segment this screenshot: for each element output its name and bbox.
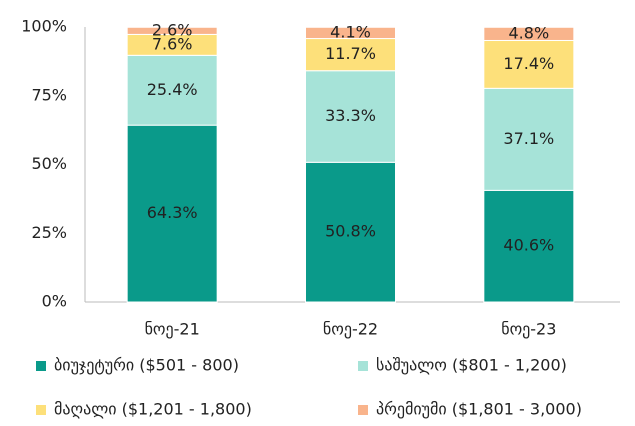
legend-swatch bbox=[36, 405, 46, 415]
bar-segment bbox=[483, 189, 575, 303]
data-label: 4.1% bbox=[330, 22, 371, 41]
data-label: 17.4% bbox=[503, 54, 554, 73]
legend-label: ბიუჯეტური ($501 - 800) bbox=[54, 356, 239, 375]
y-tick-label: 25% bbox=[31, 223, 67, 242]
bar-segment bbox=[305, 161, 396, 303]
bar-segment bbox=[126, 26, 218, 35]
x-tick-label: ნოე-22 bbox=[323, 320, 378, 339]
data-label: 11.7% bbox=[325, 44, 376, 63]
legend-swatch bbox=[36, 361, 46, 371]
x-tick-label: ნოე-23 bbox=[501, 320, 556, 339]
legend-label: საშუალო ($801 - 1,200) bbox=[376, 356, 567, 375]
bar-segment bbox=[305, 26, 396, 40]
data-label: 64.3% bbox=[147, 203, 198, 222]
data-label: 4.8% bbox=[509, 23, 550, 42]
legend-label: მაღალი ($1,201 - 1,800) bbox=[54, 400, 252, 419]
bar-segment bbox=[483, 87, 575, 191]
bar-segment bbox=[305, 38, 396, 72]
data-label: 37.1% bbox=[503, 129, 554, 148]
legend-label: პრემიუმი ($1,801 - 3,000) bbox=[376, 400, 582, 419]
y-tick-label: 0% bbox=[42, 292, 67, 311]
y-tick-label: 100% bbox=[21, 17, 67, 36]
y-tick-label: 50% bbox=[31, 154, 67, 173]
y-tick-label: 75% bbox=[31, 85, 67, 104]
data-label: 40.6% bbox=[503, 236, 554, 255]
bar-segment bbox=[483, 26, 575, 41]
data-label: 7.6% bbox=[152, 34, 193, 53]
bar-segment bbox=[305, 70, 396, 163]
legend-swatch bbox=[358, 361, 368, 371]
data-label: 2.6% bbox=[152, 20, 193, 39]
data-label: 50.8% bbox=[325, 222, 376, 241]
data-label: 33.3% bbox=[325, 106, 376, 125]
bar-segment bbox=[126, 124, 218, 303]
data-label: 25.4% bbox=[147, 80, 198, 99]
legend-swatch bbox=[358, 405, 368, 415]
bar-segment bbox=[483, 39, 575, 89]
x-tick-label: ნოე-21 bbox=[145, 320, 200, 339]
